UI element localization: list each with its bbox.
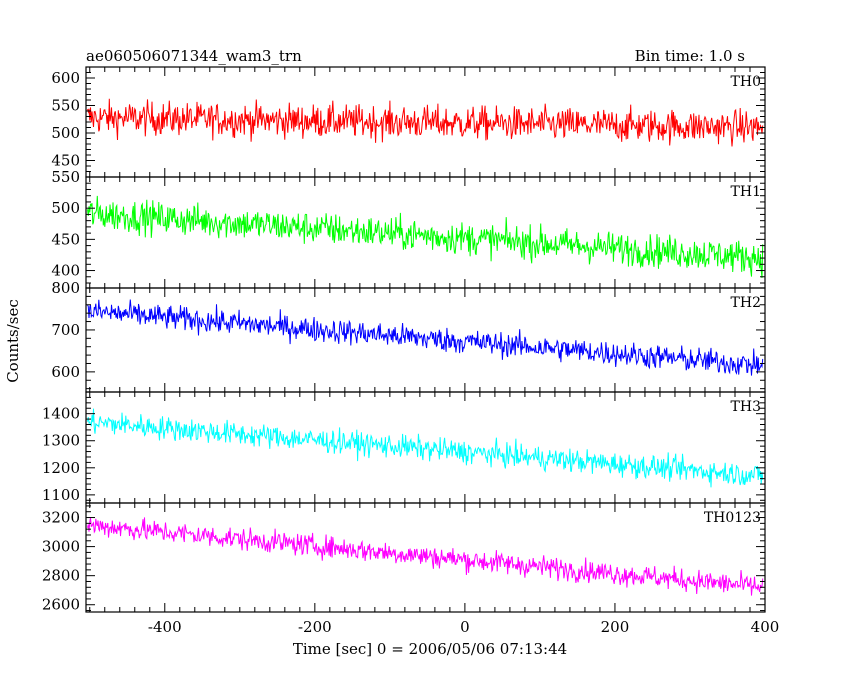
y-axis-label: Counts/sec bbox=[4, 299, 22, 383]
x-tick-label: 200 bbox=[601, 618, 630, 636]
series-th1 bbox=[87, 195, 764, 278]
panel-label-th1: TH1 bbox=[731, 184, 761, 200]
panel-frame-th0123 bbox=[85, 502, 766, 613]
panels-group: 450 500 550 600 TH0 400 450 500 550 TH1 600 700 800 T… bbox=[42, 66, 780, 636]
y-tick-label: 800 bbox=[51, 279, 80, 297]
x-tick-label: -200 bbox=[298, 618, 332, 636]
y-tick-label: 550 bbox=[51, 168, 80, 186]
y-tick-label: 1200 bbox=[42, 459, 80, 477]
y-tick-label: 1100 bbox=[42, 486, 80, 504]
series-th0 bbox=[87, 98, 764, 147]
series-th3 bbox=[87, 408, 764, 488]
series-th0123 bbox=[87, 517, 764, 596]
y-tick-label: 450 bbox=[51, 230, 80, 248]
y-tick-label: 600 bbox=[51, 69, 80, 87]
y-tick-label: 2800 bbox=[42, 567, 80, 585]
x-axis-label: Time [sec] 0 = 2006/05/06 07:13:44 bbox=[293, 640, 567, 658]
y-tick-label: 600 bbox=[51, 363, 80, 381]
y-tick-label: 3000 bbox=[42, 538, 80, 556]
bin-time-label: Bin time: 1.0 s bbox=[635, 47, 745, 65]
panel-label-th3: TH3 bbox=[731, 399, 761, 415]
x-tick-label: 0 bbox=[460, 618, 470, 636]
y-tick-label: 500 bbox=[51, 124, 80, 142]
panel-label-th2: TH2 bbox=[731, 295, 761, 311]
panel-label-th0: TH0 bbox=[731, 74, 761, 90]
chart-title: ae060506071344_wam3_trn bbox=[86, 47, 302, 65]
y-tick-label: 1300 bbox=[42, 432, 80, 450]
y-tick-label: 1400 bbox=[42, 405, 80, 423]
y-tick-label: 700 bbox=[51, 321, 80, 339]
y-tick-label: 450 bbox=[51, 152, 80, 170]
y-tick-label: 500 bbox=[51, 199, 80, 217]
y-tick-label: 3200 bbox=[42, 509, 80, 527]
series-th2 bbox=[87, 299, 764, 376]
panel-label-th0123: TH0123 bbox=[704, 510, 761, 526]
x-tick-label: -400 bbox=[148, 618, 182, 636]
y-tick-label: 550 bbox=[51, 97, 80, 115]
y-tick-label: 2600 bbox=[42, 596, 80, 614]
y-tick-label: 400 bbox=[51, 262, 80, 280]
x-tick-label: 400 bbox=[751, 618, 780, 636]
